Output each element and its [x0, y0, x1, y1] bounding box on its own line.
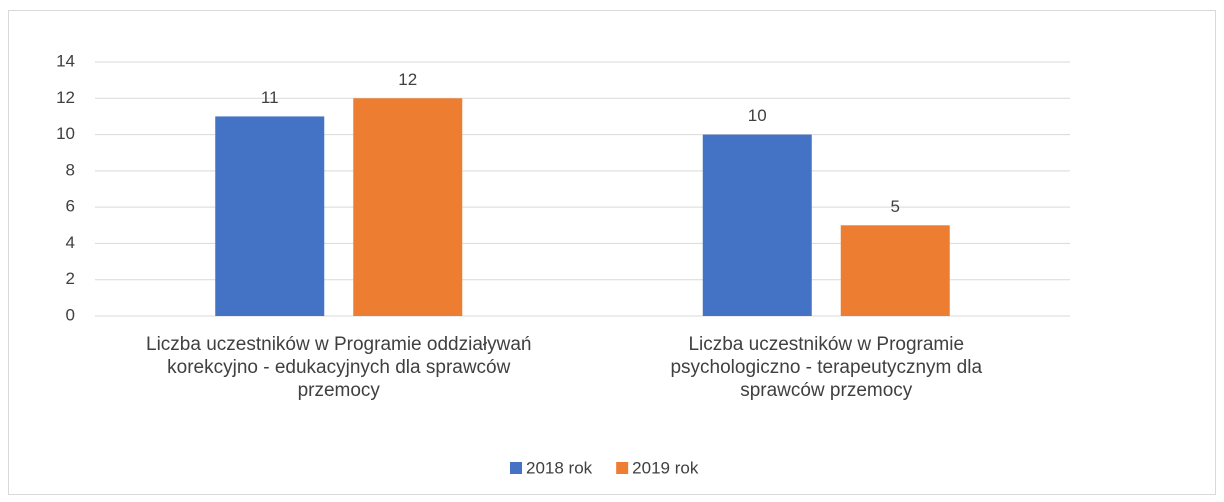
y-tick-label: 4 [66, 233, 75, 252]
data-label: 10 [748, 106, 767, 125]
y-tick-label: 14 [56, 51, 75, 70]
bar [702, 134, 812, 316]
bar [840, 225, 950, 316]
bar [353, 98, 463, 317]
chart-frame [8, 10, 1216, 495]
x-tick-label: Liczba uczestników w Programie oddziaływ… [146, 334, 532, 401]
y-tick-label: 2 [66, 269, 75, 288]
data-label: 12 [398, 70, 417, 89]
legend-swatch [616, 462, 629, 474]
legend-label: 2018 rok [526, 458, 593, 477]
legend-label: 2019 rok [632, 458, 699, 477]
data-label: 11 [261, 88, 279, 107]
y-tick-label: 8 [66, 160, 75, 179]
y-tick-label: 0 [66, 305, 75, 324]
x-tick-label: Liczba uczestników w Programie psycholog… [670, 334, 983, 401]
y-tick-label: 10 [56, 124, 75, 143]
data-label: 5 [891, 197, 900, 216]
legend-swatch [510, 462, 522, 474]
bar [215, 116, 325, 316]
y-tick-label: 6 [66, 197, 75, 216]
y-tick-label: 12 [56, 88, 75, 107]
